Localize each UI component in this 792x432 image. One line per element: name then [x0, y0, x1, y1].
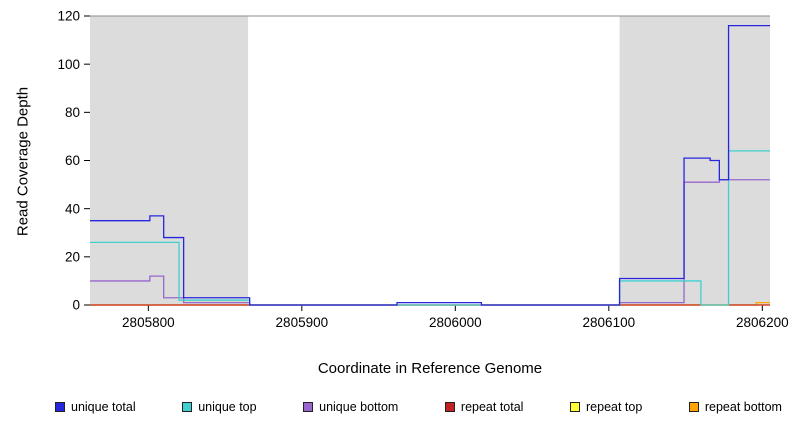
legend-item-label: unique bottom — [319, 400, 399, 414]
x-axis-label: Coordinate in Reference Genome — [317, 360, 543, 377]
y-tick-label: 60 — [65, 153, 80, 168]
legend-swatch — [570, 402, 580, 412]
x-tick-label: 2806200 — [736, 315, 789, 330]
y-tick-label: 120 — [57, 9, 80, 24]
legend: unique total unique top unique bottom repea… — [55, 400, 782, 414]
y-axis-label: Read Coverage Depth — [14, 86, 32, 237]
y-tick-label: 40 — [65, 201, 80, 216]
legend-item-label: repeat top — [586, 400, 643, 414]
legend-item-label: repeat bottom — [704, 400, 782, 414]
x-tick-label: 2805900 — [276, 315, 329, 330]
series-unique-total — [90, 24, 770, 306]
y-tick-label: 100 — [57, 57, 80, 72]
y-tick-label: 0 — [72, 298, 80, 313]
legend-swatch — [55, 402, 65, 412]
legend-item-repeat-bottom: repeat bottom — [688, 400, 782, 414]
legend-item-repeat-total: repeat total — [444, 400, 524, 414]
legend-swatch — [182, 402, 193, 412]
legend-item-unique-bottom: unique bottom — [303, 400, 398, 414]
shaded-region — [90, 16, 249, 305]
legend-item-repeat-top: repeat top — [570, 400, 642, 414]
legend-item-label: repeat total — [460, 400, 524, 414]
legend-swatch — [688, 402, 699, 412]
x-tick-label: 2806100 — [583, 315, 636, 330]
legend-item-unique-total: unique total — [55, 400, 136, 414]
y-tick-label: 80 — [65, 105, 80, 120]
legend-swatch — [444, 402, 455, 412]
coverage-plot: 2805800 2805900 2806000 2806100 2806200 0 20 40… — [57, 9, 789, 330]
y-tick-label: 20 — [65, 250, 80, 265]
legend-swatch — [303, 402, 314, 412]
x-tick-label: 2805800 — [122, 315, 175, 330]
shaded-region — [619, 16, 770, 305]
x-tick-label: 2806000 — [429, 315, 482, 330]
legend-item-label: unique top — [198, 400, 257, 414]
legend-item-label: unique total — [71, 400, 136, 414]
legend-item-unique-top: unique top — [182, 400, 257, 414]
